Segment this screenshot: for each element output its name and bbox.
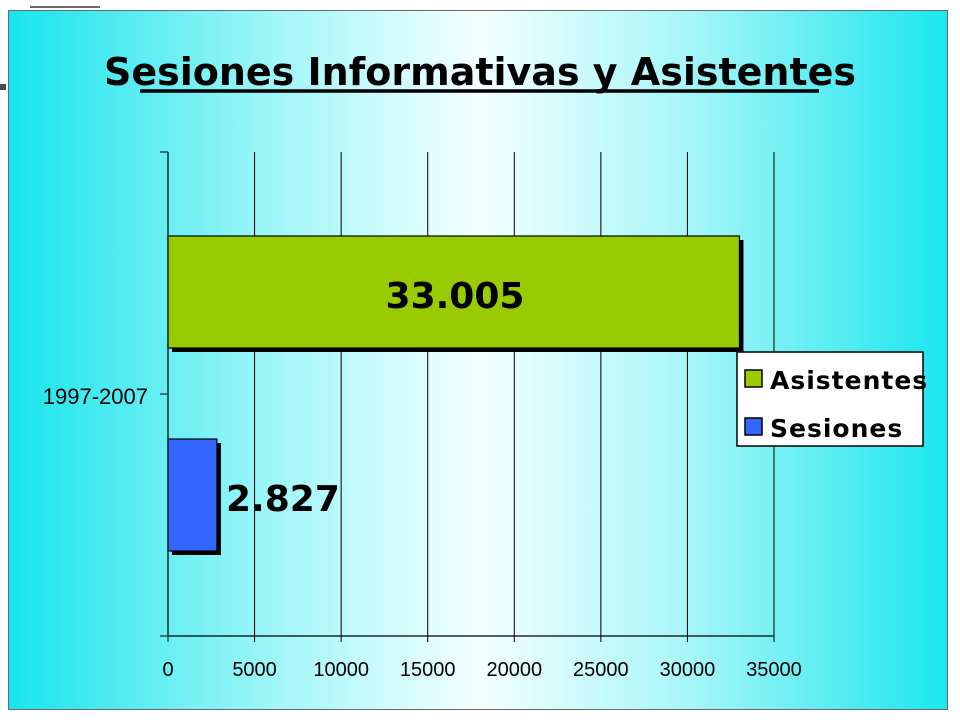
x-axis-ticks: 0 5000 10000 15000 20000 25000 30000 35000 — [162, 636, 802, 681]
bar-sesiones — [167, 438, 218, 552]
x-tick-label: 20000 — [486, 659, 542, 681]
category-label: 1997-2007 — [43, 384, 148, 409]
data-label-asistentes: 33.005 — [386, 276, 525, 317]
legend-label-sesiones: Sesiones — [770, 414, 903, 443]
data-label-sesiones: 2.827 — [226, 479, 340, 520]
legend: Asistentes Sesiones — [736, 351, 928, 447]
x-tick-label: 15000 — [400, 659, 456, 681]
bar-asistentes — [167, 235, 741, 349]
x-tick-label: 25000 — [573, 659, 629, 681]
x-tick-label: 0 — [162, 659, 173, 681]
x-tick-label: 35000 — [746, 659, 802, 681]
chart-title: Sesiones Informativas y Asistentes — [104, 50, 856, 94]
legend-swatch-sesiones — [744, 417, 763, 436]
x-tick-label: 30000 — [660, 659, 716, 681]
x-tick-label: 10000 — [313, 659, 369, 681]
legend-box — [736, 351, 924, 447]
legend-label-asistentes: Asistentes — [770, 366, 928, 395]
legend-swatch-asistentes — [744, 369, 763, 388]
corner-mark — [0, 84, 6, 90]
plot-area — [168, 152, 774, 636]
bars — [167, 235, 744, 555]
axes — [160, 151, 774, 637]
plot-background — [168, 152, 774, 636]
chart-title-group: Sesiones Informativas y Asistentes — [104, 50, 856, 94]
gridlines — [254, 152, 775, 636]
x-tick-label: 5000 — [232, 659, 277, 681]
corner-line — [30, 6, 100, 8]
